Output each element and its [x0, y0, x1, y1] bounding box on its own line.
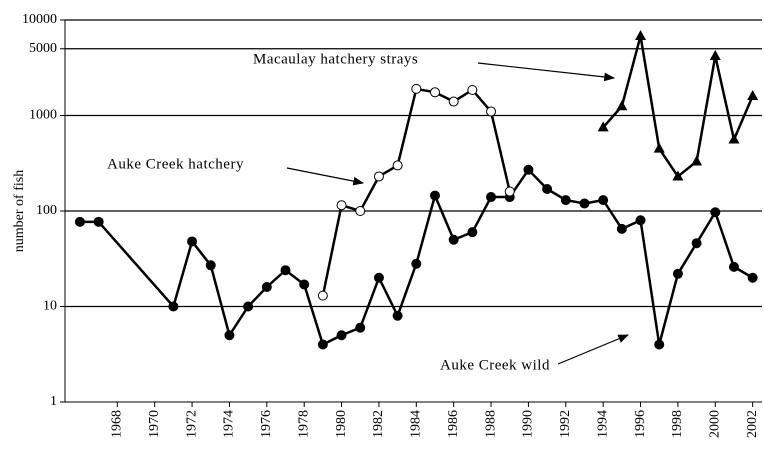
x-tick-label: 1996 [633, 410, 648, 438]
x-tick-label: 1984 [409, 410, 424, 438]
marker [392, 160, 403, 171]
arrow [477, 62, 616, 82]
marker [168, 301, 179, 312]
marker [299, 279, 310, 290]
marker [317, 339, 328, 350]
marker [579, 198, 590, 209]
x-tick-label: 1978 [296, 410, 311, 438]
x-tick-label: 2002 [745, 410, 760, 438]
arrow [557, 334, 629, 365]
x-tick-label: 1998 [670, 410, 685, 438]
marker [93, 216, 104, 227]
x-tick-label: 1968 [110, 410, 125, 438]
series-line [79, 167, 754, 347]
marker [392, 310, 403, 321]
x-tick-label: 1992 [558, 410, 573, 438]
arrow [286, 167, 365, 186]
x-tick-label: 1976 [259, 410, 274, 438]
x-tick-label: 1988 [483, 410, 498, 438]
marker [355, 206, 366, 216]
marker [747, 272, 758, 283]
x-tick-label: 1990 [521, 410, 536, 438]
marker [616, 100, 628, 111]
y-axis-label: number of fish [12, 170, 27, 252]
y-tick-label: 5000 [29, 41, 57, 56]
marker [74, 216, 85, 227]
marker [616, 223, 627, 234]
marker [448, 96, 459, 107]
x-tick-label: 1994 [595, 410, 610, 438]
x-tick-label: 1972 [184, 410, 199, 438]
marker [467, 84, 478, 95]
marker [317, 290, 328, 301]
marker [672, 170, 684, 181]
y-tick-label: 1000 [29, 108, 57, 123]
marker [709, 49, 721, 60]
marker [467, 227, 478, 238]
marker [280, 265, 291, 276]
marker [411, 83, 422, 94]
marker [635, 215, 646, 226]
marker [710, 207, 721, 218]
marker [654, 339, 665, 350]
marker [504, 186, 515, 197]
marker [653, 142, 665, 153]
marker [373, 171, 384, 182]
marker [747, 90, 759, 101]
marker [691, 155, 703, 166]
marker [486, 192, 497, 203]
marker [448, 234, 459, 245]
marker [261, 282, 272, 293]
marker [672, 268, 683, 279]
marker [336, 330, 347, 341]
marker [598, 195, 609, 206]
y-tick-label: 100 [36, 203, 57, 218]
marker [205, 260, 216, 271]
x-tick-label: 1970 [147, 410, 162, 438]
marker [728, 261, 739, 272]
series-line [602, 35, 754, 179]
marker [355, 322, 366, 333]
marker [187, 236, 198, 247]
marker [429, 190, 440, 201]
marker [243, 301, 254, 312]
x-tick-label: 2000 [708, 410, 723, 438]
annotation: Macaulay hatchery strays [253, 51, 418, 67]
x-tick-label: 1982 [371, 410, 386, 438]
marker [486, 106, 497, 117]
y-tick-label: 10000 [22, 12, 57, 27]
marker [728, 133, 740, 144]
marker [411, 258, 422, 269]
marker [373, 272, 384, 283]
marker [429, 87, 440, 98]
y-tick-label: 1 [50, 394, 57, 409]
marker [224, 330, 235, 341]
annotation: Auke Creek wild [440, 357, 550, 373]
y-tick-label: 10 [43, 299, 57, 314]
marker [560, 195, 571, 206]
x-tick-label: 1980 [334, 410, 349, 438]
marker [597, 121, 609, 132]
marker [523, 164, 534, 175]
marker [542, 183, 553, 194]
marker [635, 29, 647, 40]
marker [691, 238, 702, 249]
x-tick-label: 1974 [222, 410, 237, 438]
marker [336, 200, 347, 211]
annotation: Auke Creek hatchery [107, 156, 244, 172]
x-tick-label: 1986 [446, 410, 461, 438]
